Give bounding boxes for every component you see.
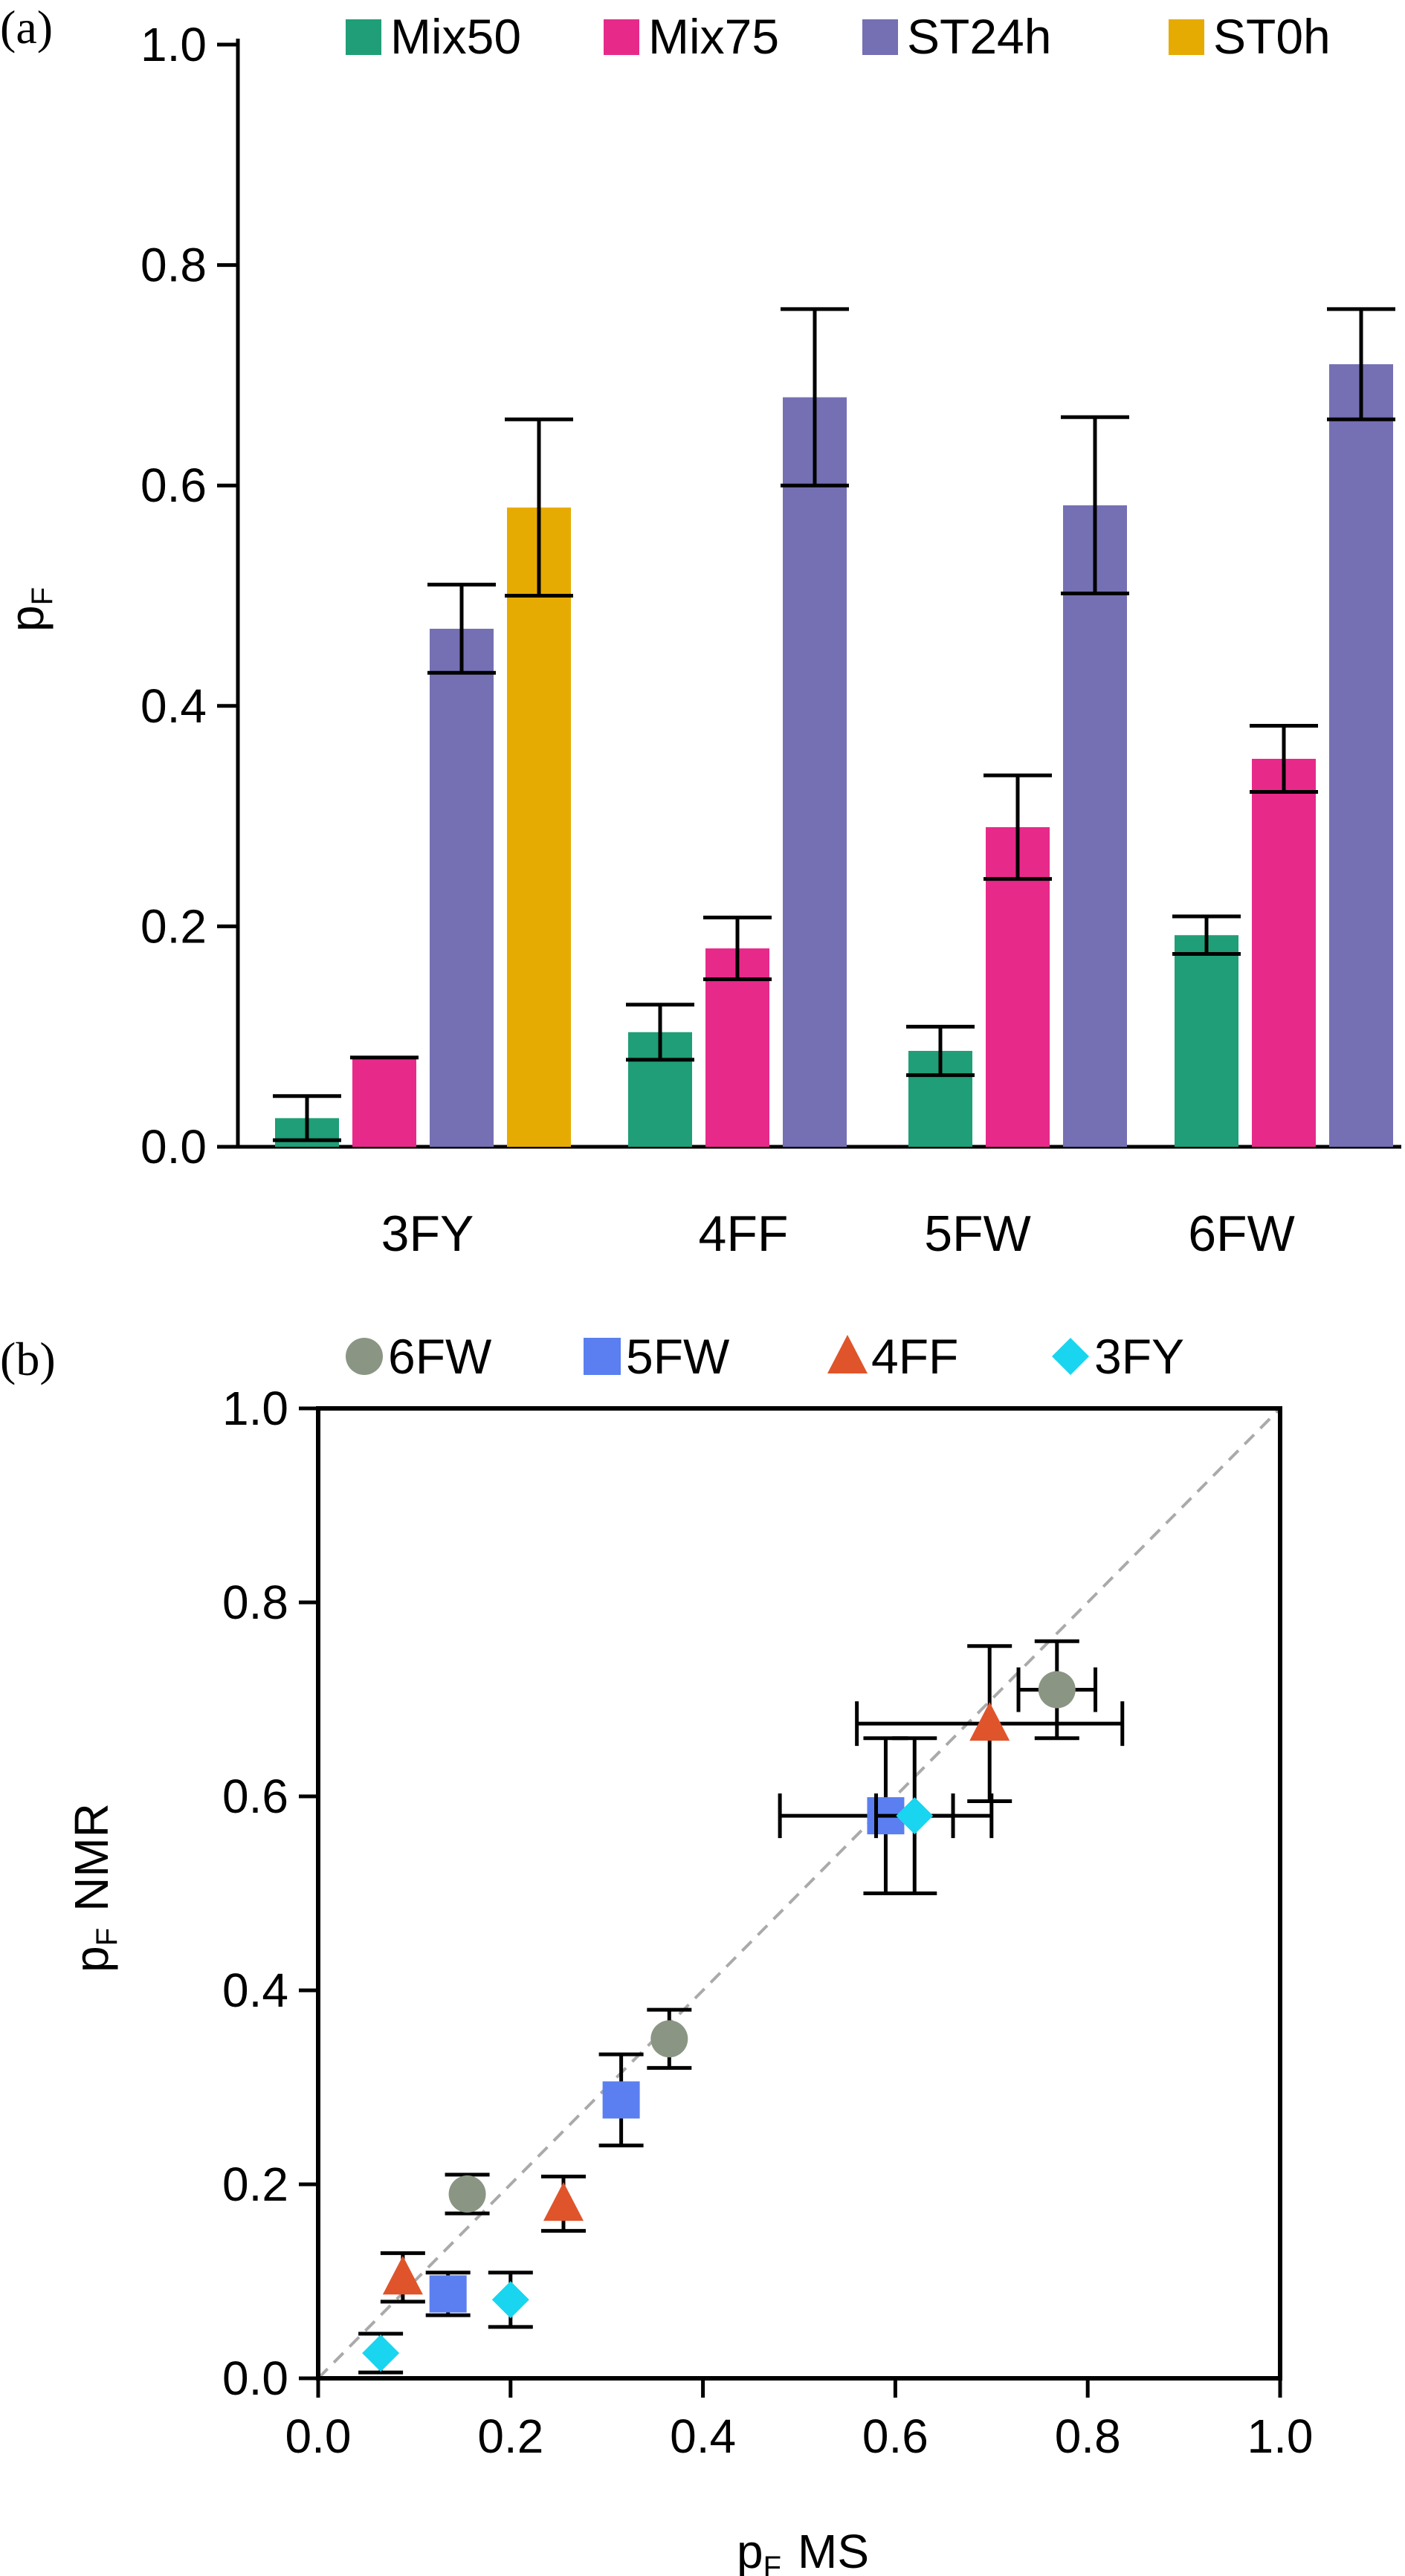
legend-label: ST24h — [907, 9, 1051, 64]
point-3FY-1 — [491, 2281, 529, 2319]
scatter-chart-y-axis-label: pF NMR — [65, 1803, 123, 1973]
bar-ST24h-3FY — [430, 628, 494, 1147]
x-label-sub: F — [763, 2551, 781, 2576]
y-tick-label: 0.6 — [222, 1770, 288, 1823]
y-label-main-b: p — [65, 1946, 118, 1973]
scatter-chart-ticks: 0.0 0.2 0.4 0.6 0.8 1.0 0.0 0.2 0.4 0.6 0.8 1.0 — [222, 1382, 1313, 2463]
scatter-chart-points — [358, 1639, 1125, 2375]
y-label-suffix-b: NMR — [65, 1803, 118, 1912]
point-6FW-2 — [1038, 1671, 1076, 1709]
x-tick-label: 0.0 — [285, 2410, 352, 2463]
y-tick-label: 0.8 — [140, 239, 207, 292]
x-tick-label: 0.8 — [1055, 2410, 1121, 2463]
legend-swatch-Mix50 — [346, 19, 381, 55]
legend-marker-4FF — [827, 1335, 868, 1373]
legend-label: 5FW — [626, 1329, 730, 1384]
legend-marker-5FW — [584, 1338, 621, 1375]
y-tick-label: 0.8 — [222, 1576, 288, 1629]
legend-label: Mix75 — [648, 9, 779, 64]
y-tick-label: 0.2 — [222, 2158, 288, 2211]
bar-ST24h-6FW — [1329, 364, 1393, 1147]
point-5FW-1 — [602, 2081, 640, 2119]
point-5FW-0 — [429, 2275, 467, 2313]
y-tick-label: 0.0 — [222, 2352, 288, 2405]
point-3FY-0 — [362, 2334, 400, 2372]
point-6FW-1 — [650, 2020, 688, 2058]
bar-chart-legend: Mix50 Mix75 ST24h ST0h — [346, 9, 1331, 64]
legend-label: Mix50 — [390, 9, 521, 64]
category-label: 4FF — [699, 1206, 789, 1262]
legend-swatch-ST0h — [1169, 19, 1204, 55]
bar-chart-y-ticks: 0.0 0.2 0.4 0.6 0.8 1.0 — [140, 18, 238, 1174]
bar-chart-bars — [273, 307, 1395, 1147]
legend-label: 3FY — [1094, 1329, 1184, 1384]
panel-a-label: (a) — [0, 1, 53, 54]
scatter-chart-panel: (b) 0.0 0.2 0.4 0.6 0.8 1.0 0.0 0.2 0.4 0.6 0.8 1.0… — [0, 1329, 1313, 2576]
category-label: 3FY — [381, 1206, 474, 1262]
x-tick-label: 1.0 — [1247, 2410, 1314, 2463]
bar-ST0h-3FY — [507, 507, 571, 1147]
legend-marker-6FW — [346, 1338, 383, 1375]
bar-chart-panel: (a) 0.0 0.2 0.4 0.6 0.8 1.0 3FY 4FF 5FW 6FW Mix5… — [0, 1, 1401, 1262]
x-tick-label: 0.2 — [477, 2410, 543, 2463]
plot-frame — [316, 1406, 1282, 2381]
scatter-chart-x-axis-label: pF MS — [737, 2525, 869, 2576]
bar-ST24h-4FF — [783, 397, 847, 1147]
y-tick-label: 0.4 — [140, 679, 207, 733]
category-label: 6FW — [1188, 1206, 1295, 1262]
y-tick-label: 0.4 — [222, 1964, 288, 2017]
bar-Mix75-6FW — [1252, 758, 1316, 1147]
bar-Mix75-3FY — [352, 1057, 416, 1147]
y-tick-label: 1.0 — [222, 1382, 288, 1435]
point-4FF-2 — [969, 1702, 1010, 1741]
y-label-main: p — [0, 605, 54, 632]
x-label-main: p — [737, 2525, 763, 2576]
y-tick-label: 0.2 — [140, 899, 207, 953]
x-tick-label: 0.4 — [670, 2410, 736, 2463]
y-tick-label: 0.6 — [140, 459, 207, 512]
y-tick-label: 1.0 — [140, 18, 207, 71]
legend-swatch-ST24h — [862, 19, 898, 55]
bar-Mix50-6FW — [1175, 935, 1238, 1147]
diagonal-reference-line — [317, 1407, 1282, 2380]
panel-b-label: (b) — [0, 1333, 56, 1385]
point-3FY-2 — [896, 1797, 934, 1835]
x-label-suffix: MS — [798, 2525, 869, 2576]
y-label-sub: F — [26, 587, 59, 605]
bar-ST24h-5FW — [1063, 505, 1127, 1147]
legend-label: 4FF — [871, 1329, 958, 1384]
bar-chart-y-axis-label: pF — [0, 587, 59, 632]
category-label: 5FW — [924, 1206, 1031, 1262]
legend-marker-3FY — [1052, 1338, 1089, 1375]
bar-chart-categories: 3FY 4FF 5FW 6FW — [381, 1206, 1295, 1262]
legend-label: 6FW — [388, 1329, 492, 1384]
point-6FW-0 — [448, 2175, 486, 2213]
x-tick-label: 0.6 — [862, 2410, 928, 2463]
legend-label: ST0h — [1213, 9, 1331, 64]
y-label-sub-b: F — [91, 1928, 123, 1946]
scatter-chart-axes — [316, 1406, 1282, 2381]
point-4FF-1 — [543, 2182, 584, 2221]
point-4FF-0 — [382, 2256, 423, 2295]
y-tick-label: 0.0 — [140, 1120, 207, 1174]
bar-Mix75-4FF — [705, 948, 769, 1147]
legend-swatch-Mix75 — [604, 19, 639, 55]
scatter-chart-legend: 6FW 5FW 4FF 3FY — [346, 1329, 1184, 1384]
